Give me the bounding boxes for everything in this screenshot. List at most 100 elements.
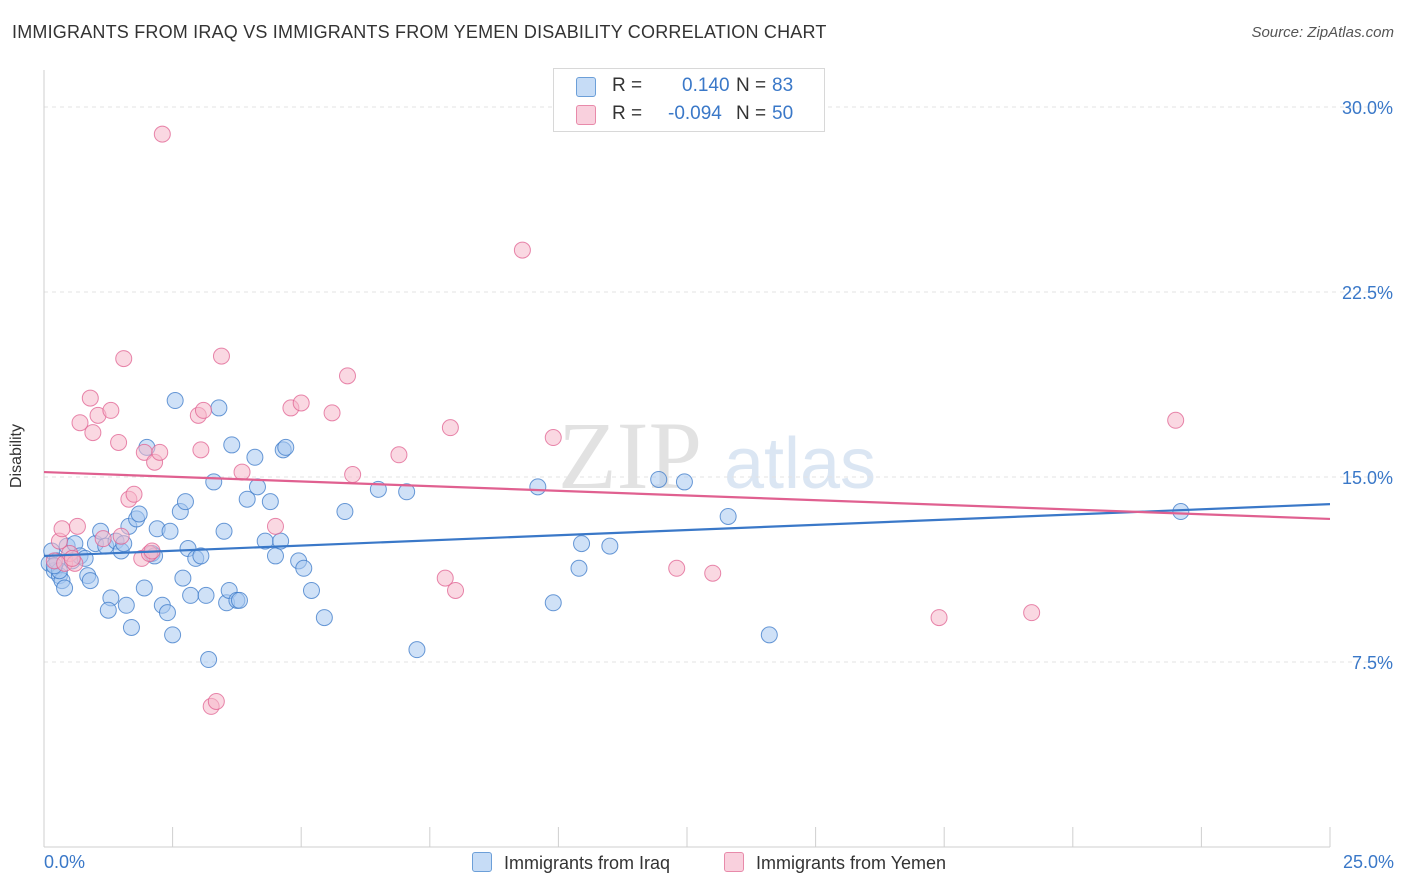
data-point: [246, 448, 264, 466]
data-point: [84, 424, 102, 442]
data-point: [182, 586, 200, 604]
data-point: [174, 569, 192, 587]
yemen-swatch: [576, 105, 596, 125]
grid: [44, 106, 1395, 663]
data-point: [513, 241, 531, 259]
data-point: [323, 404, 341, 422]
data-point: [151, 443, 169, 461]
data-point: [266, 547, 284, 565]
y-tick-label: 15.0%: [1342, 468, 1393, 488]
data-point: [130, 505, 148, 523]
points: [40, 125, 1190, 715]
data-point: [248, 478, 266, 496]
data-point: [212, 347, 230, 365]
n-value: 83: [772, 75, 794, 96]
data-point: [398, 483, 416, 501]
data-point: [223, 436, 241, 454]
data-point: [110, 433, 128, 451]
data-point: [266, 517, 284, 535]
data-point: [930, 609, 948, 627]
data-point: [272, 532, 290, 550]
data-point: [81, 572, 99, 590]
legend-label-yemen: Immigrants from Yemen: [756, 853, 947, 873]
data-point: [125, 485, 143, 503]
data-point: [81, 389, 99, 407]
data-point: [390, 446, 408, 464]
axes: [43, 70, 1331, 848]
r-label: R =: [612, 75, 643, 96]
trend-lines: [43, 470, 1331, 558]
data-point: [194, 401, 212, 419]
data-point: [529, 478, 547, 496]
data-point: [192, 441, 210, 459]
r-value: -0.094: [668, 103, 722, 124]
data-point: [233, 463, 251, 481]
n-label: N =: [736, 103, 767, 124]
data-point: [336, 503, 354, 521]
data-point: [570, 559, 588, 577]
data-point: [1167, 411, 1185, 429]
data-point: [115, 350, 133, 368]
data-point: [441, 419, 459, 437]
legend-label-iraq: Immigrants from Iraq: [504, 853, 671, 873]
data-point: [295, 559, 313, 577]
watermark-atlas: atlas: [724, 424, 876, 504]
data-point: [166, 392, 184, 410]
stats-legend: R = 0.140 N = 83 R = -0.094 N = 50: [553, 68, 825, 132]
data-point: [161, 522, 179, 540]
data-point: [197, 586, 215, 604]
r-value: 0.140: [682, 75, 730, 96]
y-tick-labels: 7.5% 15.0% 22.5% 30.0%: [1342, 98, 1393, 673]
data-point: [277, 438, 295, 456]
y-tick-label: 7.5%: [1352, 653, 1393, 673]
data-point: [68, 517, 86, 535]
data-point: [102, 401, 120, 419]
data-point: [207, 692, 225, 710]
data-point: [176, 493, 194, 511]
trend-line: [43, 470, 1331, 521]
legend-item-yemen: Immigrants from Yemen: [724, 852, 946, 874]
data-point: [338, 367, 356, 385]
data-point: [292, 394, 310, 412]
data-point: [135, 579, 153, 597]
data-point: [408, 641, 426, 659]
data-point: [56, 579, 74, 597]
chart-title: IMMIGRANTS FROM IRAQ VS IMMIGRANTS FROM …: [12, 22, 827, 42]
data-point: [1023, 604, 1041, 622]
data-point: [675, 473, 693, 491]
data-point: [200, 651, 218, 669]
data-point: [238, 490, 256, 508]
r-label: R =: [612, 103, 643, 124]
data-point: [344, 466, 362, 484]
legend-item-iraq: Immigrants from Iraq: [472, 852, 670, 874]
data-point: [1172, 503, 1190, 521]
data-point: [63, 549, 81, 567]
data-point: [164, 626, 182, 644]
y-tick-label: 22.5%: [1342, 283, 1393, 303]
data-point: [315, 609, 333, 627]
n-label: N =: [736, 75, 767, 96]
data-point: [544, 594, 562, 612]
data-point: [650, 470, 668, 488]
data-point: [261, 493, 279, 511]
data-point: [573, 535, 591, 553]
trend-line: [43, 503, 1331, 558]
data-point: [601, 537, 619, 555]
data-point: [668, 559, 686, 577]
data-point: [210, 399, 228, 417]
data-point: [760, 626, 778, 644]
data-point: [158, 604, 176, 622]
data-point: [215, 522, 233, 540]
data-point: [719, 507, 737, 525]
data-point: [436, 569, 454, 587]
n-value: 50: [772, 103, 794, 124]
data-point: [112, 527, 130, 545]
data-point: [122, 618, 140, 636]
data-point: [302, 581, 320, 599]
x-tick-max: 25.0%: [1342, 852, 1394, 872]
data-point: [71, 414, 89, 432]
iraq-swatch: [576, 77, 596, 97]
x-tick-min: 0.0%: [44, 852, 86, 872]
data-point: [117, 596, 135, 614]
